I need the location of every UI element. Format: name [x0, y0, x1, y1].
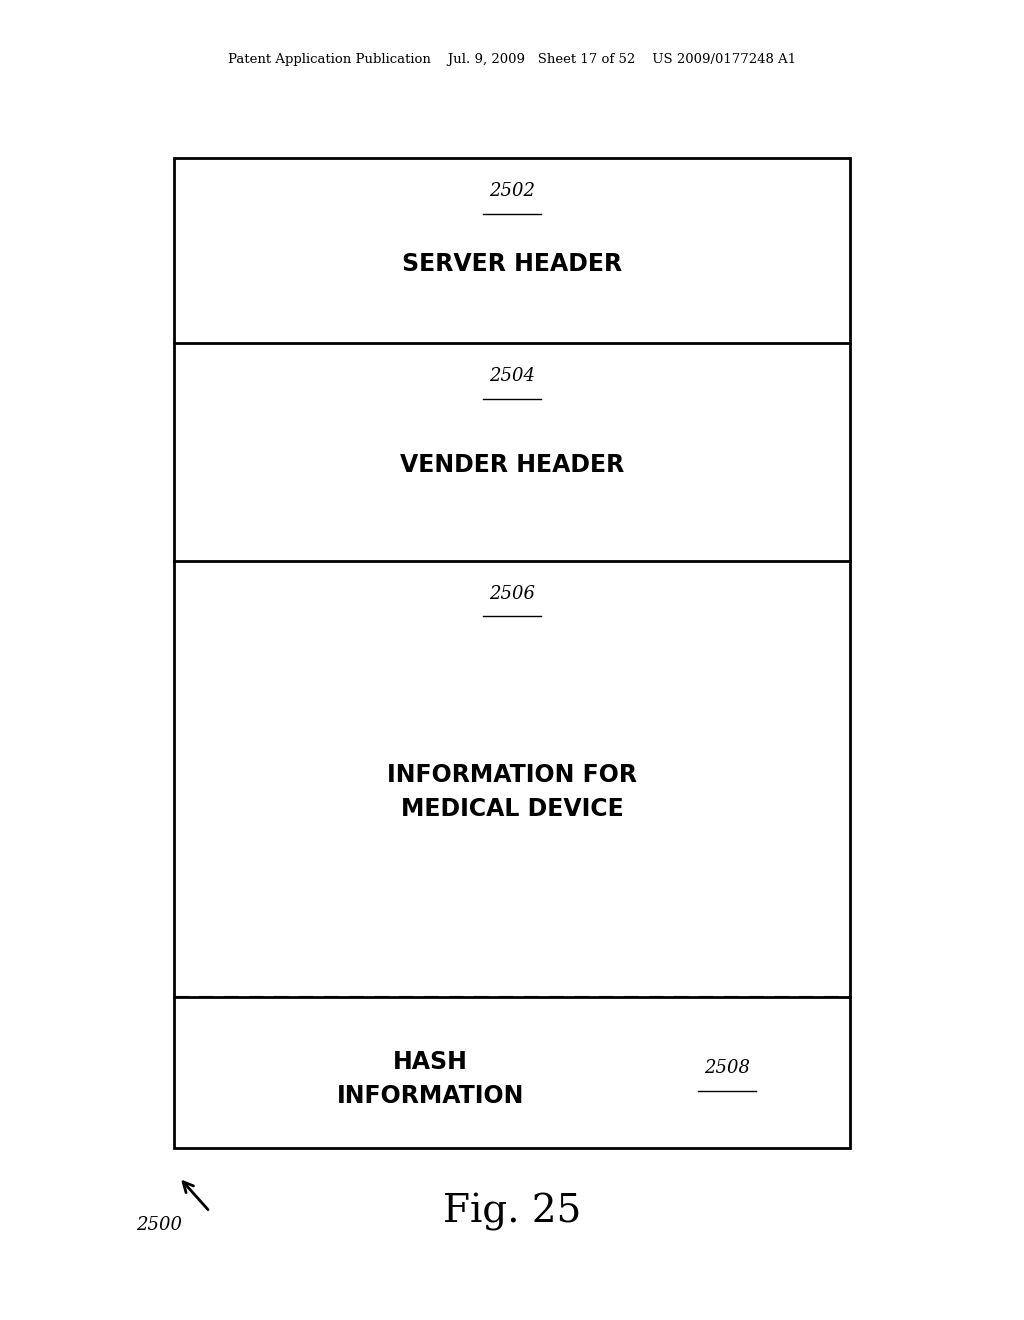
Bar — [174, 158, 850, 1148]
Text: Patent Application Publication    Jul. 9, 2009   Sheet 17 of 52    US 2009/01772: Patent Application Publication Jul. 9, 2… — [228, 53, 796, 66]
Text: SERVER HEADER: SERVER HEADER — [402, 252, 622, 276]
Text: Fig. 25: Fig. 25 — [442, 1193, 582, 1230]
Text: 2500: 2500 — [136, 1216, 181, 1234]
Text: 2504: 2504 — [489, 367, 535, 385]
Text: 2508: 2508 — [705, 1059, 750, 1077]
Text: HASH
INFORMATION: HASH INFORMATION — [337, 1051, 523, 1107]
Text: 2506: 2506 — [489, 585, 535, 603]
Text: 2502: 2502 — [489, 182, 535, 201]
Text: INFORMATION FOR
MEDICAL DEVICE: INFORMATION FOR MEDICAL DEVICE — [387, 763, 637, 821]
Text: VENDER HEADER: VENDER HEADER — [400, 453, 624, 478]
